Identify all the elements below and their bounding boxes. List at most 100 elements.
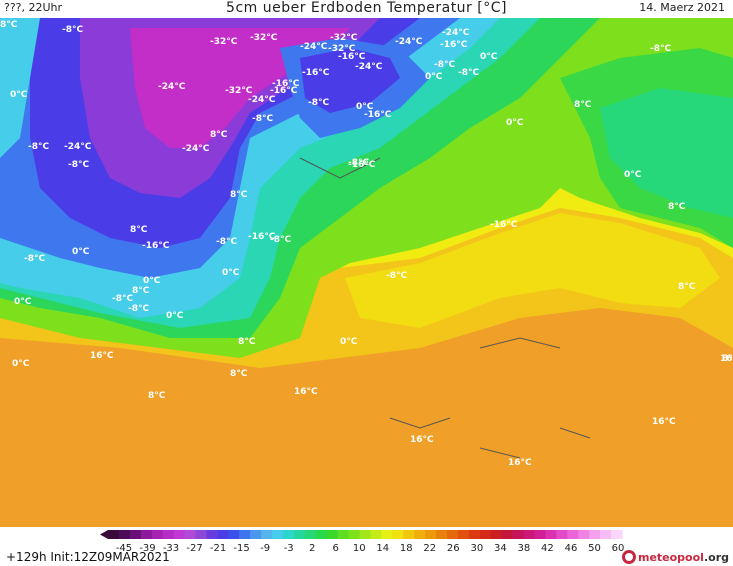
colorbar-cell (250, 530, 262, 539)
colorbar-cell (228, 530, 240, 539)
colorbar-tick-label: 14 (376, 543, 389, 553)
temperature-label: 8°C (238, 337, 256, 347)
temperature-label: -16°C (248, 232, 276, 242)
temperature-label: 0°C (624, 170, 642, 180)
temperature-label: -8°C (270, 235, 291, 245)
temperature-label: 8°C (678, 282, 696, 292)
temperature-label: -8°C (62, 25, 83, 35)
temperature-label: -8°C (68, 160, 89, 170)
logo-name: meteopool (637, 550, 704, 564)
colorbar-cell (337, 530, 350, 539)
colorbar-tick-label: -21 (210, 543, 226, 553)
temperature-label: 8°C (210, 130, 228, 140)
temperature-label: 8°C (130, 225, 148, 235)
colorbar-tick-label: -39 (139, 543, 155, 553)
temperature-label: 0°C (12, 359, 30, 369)
temperature-label: -8°C (434, 60, 455, 70)
colorbar-cell (261, 530, 273, 539)
colorbar-tick-label: 6 (333, 543, 339, 553)
temperature-label: -32°C (250, 33, 278, 43)
colorbar-ticks: -45 -39 -33 -27 -21 -15 -9 -3 2 6 10 14 18 22 26 30 34 38… (116, 543, 625, 553)
colorbar-cell (381, 530, 393, 539)
temperature-label: 8°C (230, 190, 248, 200)
temperature-label: -8°C (458, 68, 479, 78)
colorbar-tick-label: 60 (612, 543, 625, 553)
colorbar-cell (184, 530, 197, 539)
model-run: +129h Init:12Z09MAR2021 (6, 550, 170, 564)
colorbar-cell (490, 530, 503, 539)
colorbar-cell (272, 530, 284, 539)
forecast-time: ???, 22Uhr (4, 1, 63, 14)
map-title: 5cm ueber Erdboden Temperatur [°C] (226, 0, 507, 16)
temperature-label: 8°C (668, 202, 686, 212)
temperature-label: -16°C (364, 110, 392, 120)
colorbar-cell (523, 530, 536, 539)
colorbar-cell (108, 530, 120, 539)
header: ???, 22Uhr 5cm ueber Erdboden Temperatur… (0, 0, 733, 18)
temperature-label: 16°C (294, 387, 318, 397)
temperature-label: -24°C (395, 37, 423, 47)
colorbar-cell (359, 530, 372, 539)
colorbar-tick-label: -45 (116, 543, 132, 553)
temperature-label: -24°C (182, 144, 210, 154)
colorbar-cell (348, 530, 361, 539)
temperature-label: 0°C (506, 118, 524, 128)
temperature-label: -32°C (330, 33, 358, 43)
temperature-label: 0°C (222, 268, 240, 278)
logo-suffix: .org (703, 550, 729, 564)
colorbar-cell (501, 530, 514, 539)
colorbar-tick-label: 34 (494, 543, 507, 553)
temperature-label: -16°C (440, 40, 468, 50)
temperature-label: -8°C (112, 294, 133, 304)
temperature-label: -8°C (252, 114, 273, 124)
temperature-label: 0°C (14, 297, 32, 307)
colorbar-cell (534, 530, 547, 539)
colorbar-cell (304, 530, 317, 539)
colorbar-tick-label: 30 (471, 543, 484, 553)
temperature-label: 0°C (340, 337, 358, 347)
temperature-label: -16°C (270, 86, 298, 96)
colorbar-cell (173, 530, 186, 539)
colorbar-cell (195, 530, 208, 539)
temperature-label: -32°C (210, 37, 238, 47)
temperature-label: 16°C (720, 354, 733, 364)
temperature-label: -8°C (650, 44, 671, 54)
temperature-label: -32°C (225, 86, 253, 96)
colorbar-cell (414, 530, 426, 539)
footer: -45 -39 -33 -27 -21 -15 -9 -3 2 6 10 14 18 22 26 30 34 38… (0, 527, 733, 566)
colorbar-cell (239, 530, 251, 539)
temperature-label: 0°C (143, 276, 161, 286)
colorbar-cell (118, 530, 131, 539)
temperature-label: -24°C (158, 82, 186, 92)
temperature-label: 0°C (166, 311, 184, 321)
temperature-label: -24°C (355, 62, 383, 72)
temperature-label: -16°C (302, 68, 330, 78)
colorbar-tick-label: -27 (186, 543, 202, 553)
colorbar-cell (206, 530, 218, 539)
colorbar-tick-label: 26 (447, 543, 460, 553)
colorbar-end-left (100, 530, 108, 539)
temperature-label: 8°C (722, 354, 733, 364)
temperature-label: 0°C (10, 90, 28, 100)
colorbar-tick-label: 46 (565, 543, 578, 553)
colorbar-tick-label: 22 (423, 543, 436, 553)
colorbar-cell (140, 530, 153, 539)
colorbar-cell (370, 530, 383, 539)
temperature-label: -8°C (348, 158, 369, 168)
colorbar-cell (512, 530, 525, 539)
temperature-label: 16°C (508, 458, 532, 468)
meteopool-logo[interactable]: meteopool.org (621, 550, 729, 564)
colorbar-cell (293, 530, 306, 539)
temperature-label: -16°C (272, 79, 300, 89)
meteopool-logo-icon (621, 550, 636, 564)
temperature-label: 8°C (0, 20, 18, 30)
temperature-label: -24°C (248, 95, 276, 105)
colorbar-cell (217, 530, 229, 539)
temperature-label: 8°C (574, 100, 592, 110)
colorbar-tick-label: 42 (541, 543, 554, 553)
colorbar-tick-label: -9 (260, 543, 270, 553)
colorbar-cell (315, 530, 328, 539)
region-east-green (600, 88, 733, 218)
colorbar-tick-label: 10 (353, 543, 366, 553)
colorbar-tick-label: -3 (284, 543, 294, 553)
